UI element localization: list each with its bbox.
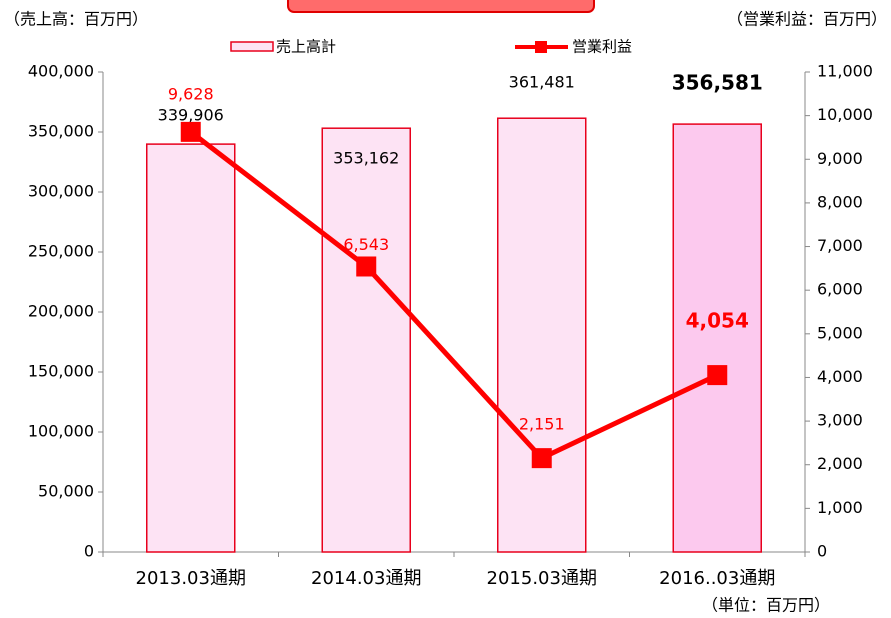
y2-tick-label: 10,000 bbox=[817, 105, 873, 124]
x-tick-label: 2013.03通期 bbox=[136, 568, 246, 589]
line bbox=[189, 129, 719, 462]
legend-marker bbox=[535, 41, 547, 53]
y-axis-unit: （売上高：百万円） bbox=[4, 10, 148, 29]
x-tick-label: 2016..03通期 bbox=[659, 568, 775, 589]
legend-label: 売上高計 bbox=[276, 38, 336, 56]
bar bbox=[497, 117, 587, 553]
line-label: 9,628 bbox=[168, 84, 214, 103]
line-marker bbox=[707, 365, 728, 386]
x-tick-label: 2015.03通期 bbox=[487, 568, 597, 589]
y2-tick-label: 4,000 bbox=[817, 367, 863, 386]
y-tick-label: 150,000 bbox=[28, 362, 94, 381]
y2-tick-label: 8,000 bbox=[817, 192, 863, 211]
y-tick-label: 300,000 bbox=[28, 182, 94, 201]
line-marker bbox=[531, 448, 552, 469]
bar bbox=[321, 127, 411, 553]
line-marker bbox=[180, 121, 201, 142]
y-tick-label: 0 bbox=[84, 542, 94, 561]
bar-label: 339,906 bbox=[158, 106, 224, 125]
y2-tick-label: 9,000 bbox=[817, 149, 863, 168]
y2-tick-label: 5,000 bbox=[817, 323, 863, 342]
bar-label: 361,481 bbox=[509, 73, 575, 92]
y2-tick-label: 11,000 bbox=[817, 62, 873, 81]
y-tick-label: 400,000 bbox=[28, 62, 94, 81]
y2-tick-label: 2,000 bbox=[817, 454, 863, 473]
y2-tick-label: 7,000 bbox=[817, 236, 863, 255]
line-label: 2,151 bbox=[519, 415, 565, 434]
bar-label: 353,162 bbox=[333, 149, 399, 168]
x-tick-label: 2014.03通期 bbox=[311, 568, 421, 589]
y2-tick-label: 3,000 bbox=[817, 411, 863, 430]
line-label: 6,543 bbox=[343, 235, 389, 254]
y-tick-label: 50,000 bbox=[38, 482, 94, 501]
y-tick-label: 100,000 bbox=[28, 422, 94, 441]
y2-tick-label: 0 bbox=[817, 542, 827, 561]
bar bbox=[146, 143, 236, 553]
y2-tick-label: 6,000 bbox=[817, 280, 863, 299]
unit-note: （単位：百万円） bbox=[702, 596, 830, 615]
bar-label: 356,581 bbox=[672, 71, 763, 95]
y-tick-label: 250,000 bbox=[28, 242, 94, 261]
bar bbox=[672, 123, 762, 553]
line-label: 4,054 bbox=[686, 309, 749, 333]
legend-label: 営業利益 bbox=[572, 38, 632, 56]
y2-tick-label: 1,000 bbox=[817, 498, 863, 517]
line-marker bbox=[356, 256, 377, 277]
legend-swatch bbox=[230, 41, 274, 52]
y2-axis-unit: （営業利益：百万円） bbox=[727, 10, 887, 29]
y-tick-label: 200,000 bbox=[28, 302, 94, 321]
title-box bbox=[287, 0, 595, 13]
y-tick-label: 350,000 bbox=[28, 122, 94, 141]
